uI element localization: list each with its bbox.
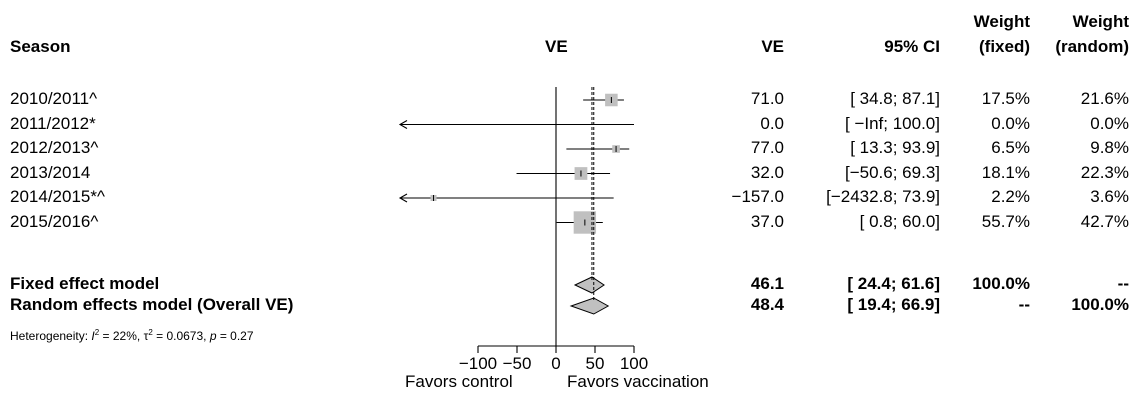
i2-value: = 22%, (99, 329, 144, 343)
study-weight-random: 3.6% (1090, 187, 1129, 206)
study-label: 2011/2012* (10, 113, 96, 133)
p-value: = 0.27 (216, 329, 254, 343)
study-ci: [−2432.8; 73.9] (826, 187, 940, 206)
heterogeneity-text: Heterogeneity: I2 = 22%, τ2 = 0.0673, p … (10, 328, 254, 343)
study-label: 2012/2013^ (10, 138, 99, 157)
study-ve: 0.0 (760, 113, 784, 133)
study-label: 2013/2014 (10, 162, 91, 182)
header-weight-fixed-1: Weight (973, 12, 1030, 31)
pooled-ve: 48.4 (750, 295, 784, 314)
header-weight-random-2: (random) (1055, 37, 1129, 56)
x-tick-label: 0 (551, 354, 560, 373)
header-ve: VE (761, 37, 784, 56)
x-tick-label: −100 (459, 354, 497, 373)
pooled-weight-random: -- (1117, 274, 1129, 293)
x-tick-label: 100 (620, 354, 648, 373)
study-ci: [ −Inf; 100.0] (845, 113, 940, 133)
study-label: 2014/2015*^ (10, 187, 105, 206)
header-weight-random-1: Weight (1072, 12, 1129, 31)
ci-arrow (398, 193, 408, 203)
pooled-weight-fixed: -- (1018, 295, 1030, 314)
study-weight-random: 21.6% (1080, 89, 1129, 108)
tau-symbol: τ (143, 329, 149, 343)
xlabel-left: Favors control (405, 372, 513, 391)
study-weight-random: 42.7% (1080, 211, 1129, 231)
header-weight-fixed-2: (fixed) (979, 37, 1030, 56)
study-weight-fixed: 17.5% (981, 89, 1030, 108)
pooled-label: Fixed effect model (10, 274, 160, 293)
study-ci: [ 13.3; 93.9] (850, 138, 940, 157)
heterogeneity-prefix: Heterogeneity: (10, 329, 92, 343)
pooled-diamond (569, 297, 610, 315)
x-tick-label: 50 (586, 354, 605, 373)
study-ve: −157.0 (731, 187, 784, 206)
xlabel-right: Favors vaccination (567, 372, 709, 391)
pooled-weight-fixed: 100.0% (972, 274, 1030, 293)
study-weight-fixed: 2.2% (991, 187, 1030, 206)
study-weight-fixed: 18.1% (981, 162, 1030, 182)
tau-sup: 2 (148, 328, 153, 337)
study-ve: 77.0 (750, 138, 784, 157)
study-ve: 37.0 (750, 211, 784, 231)
study-weight-fixed: 55.7% (981, 211, 1030, 231)
pooled-label: Random effects model (Overall VE) (10, 295, 294, 314)
study-weight-random: 22.3% (1080, 162, 1129, 182)
study-weight-random: 0.0% (1090, 113, 1129, 133)
tau-value: = 0.0673, (152, 329, 210, 343)
study-label: 2015/2016^ (10, 211, 99, 231)
pooled-ci: [ 19.4; 66.9] (847, 295, 940, 314)
pooled-ve: 46.1 (750, 274, 784, 293)
study-weight-fixed: 6.5% (991, 138, 1030, 157)
study-weight-fixed: 0.0% (991, 113, 1030, 133)
pooled-diamond (573, 276, 605, 294)
study-weight-random: 9.8% (1090, 138, 1129, 157)
study-ci: [ 34.8; 87.1] (850, 89, 940, 108)
pooled-ci: [ 24.4; 61.6] (847, 274, 940, 293)
study-ci: [−50.6; 69.3] (845, 162, 940, 182)
study-ve: 32.0 (750, 162, 784, 182)
i2-sup: 2 (94, 328, 100, 337)
i2-symbol: I (91, 329, 95, 343)
study-ci: [ 0.8; 60.0] (859, 211, 940, 231)
header-season: Season (10, 37, 71, 56)
ci-arrow (398, 120, 408, 129)
x-tick-label: −50 (503, 354, 532, 373)
p-symbol: p (209, 329, 217, 343)
study-label: 2010/2011^ (10, 89, 98, 108)
header-ci: 95% CI (884, 37, 940, 56)
header-plot-ve: VE (545, 37, 568, 56)
study-ve: 71.0 (750, 89, 784, 108)
pooled-weight-random: 100.0% (1071, 295, 1129, 314)
